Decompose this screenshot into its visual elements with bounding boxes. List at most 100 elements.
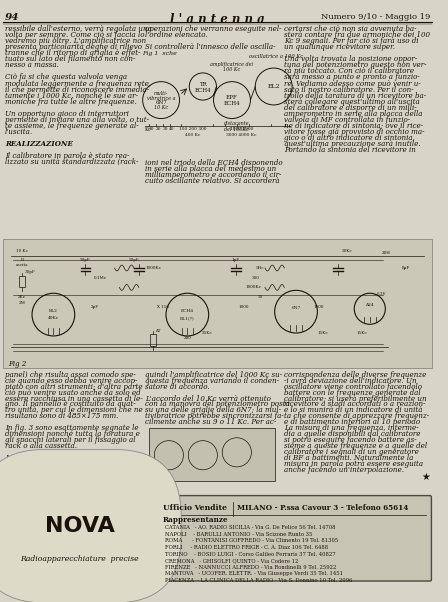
Text: vedremo più oltre. L'amplificatrice non: vedremo più oltre. L'amplificatrice non bbox=[5, 37, 146, 45]
Text: battere con le frequenze generate dal: battere con le frequenze generate dal bbox=[284, 389, 421, 397]
Text: milliamperometro e accordando il cir-: milliamperometro e accordando il cir- bbox=[145, 172, 281, 179]
Text: EL1(?): EL1(?) bbox=[180, 317, 194, 320]
Text: presenta particolarità degne di rilievo: presenta particolarità degne di rilievo bbox=[5, 43, 142, 51]
Text: Ufficio Vendite: Ufficio Vendite bbox=[163, 504, 227, 512]
Text: Rappresentanze: Rappresentanze bbox=[163, 517, 228, 524]
Text: 100 Kc: 100 Kc bbox=[224, 67, 241, 72]
Text: 400 Kc: 400 Kc bbox=[185, 132, 201, 137]
Text: 2Kc: 2Kc bbox=[18, 295, 26, 299]
Text: permette di inviare una alla volta, o tut-: permette di inviare una alla volta, o tu… bbox=[5, 116, 149, 123]
Text: valvola di MF controllata in funzio-: valvola di MF controllata in funzio- bbox=[284, 116, 410, 123]
Text: volta per sempre. Come ciò si faccia lo: volta per sempre. Come ciò si faccia lo bbox=[5, 31, 144, 39]
Text: tro unità, per cui le dimensioni che ne: tro unità, per cui le dimensioni che ne bbox=[5, 406, 142, 414]
Text: di BF a battimenti. Naturalmente la: di BF a battimenti. Naturalmente la bbox=[284, 454, 414, 462]
Text: CREMONA   - GHISOLFI QUINTO - Via Codere 12: CREMONA - GHISOLFI QUINTO - Via Codere 1… bbox=[165, 558, 298, 563]
Text: sato il nostro calibratore. Per il con-: sato il nostro calibratore. Per il con- bbox=[284, 85, 414, 93]
Text: lizzato su unità standardizzata (rack-: lizzato su unità standardizzata (rack- bbox=[5, 158, 138, 166]
Text: la disposizione delle varie parti per: la disposizione delle varie parti per bbox=[5, 460, 132, 468]
Text: FIRENZE   - NANNUCCI ALFREDO - Via Rondinelli 9 Tel. 25922: FIRENZE - NANNUCCI ALFREDO - Via Rondine… bbox=[165, 565, 336, 570]
Text: 5Hc: 5Hc bbox=[256, 266, 264, 270]
Text: oscillatore viene controllato facendolo: oscillatore viene controllato facendolo bbox=[284, 383, 422, 391]
Text: 0.1Mc: 0.1Mc bbox=[94, 276, 107, 280]
Text: 30pF: 30pF bbox=[25, 270, 35, 274]
Text: 50: 50 bbox=[258, 295, 263, 299]
Text: distacante: distacante bbox=[224, 122, 250, 126]
Text: cilmente anche su 9 o 11 Kc. Per ac-: cilmente anche su 9 o 11 Kc. Per ac- bbox=[145, 418, 276, 426]
Text: gno. Il pannello è costituito da quat-: gno. Il pannello è costituito da quat- bbox=[5, 400, 135, 409]
Text: anche facendo un'interpolazione.: anche facendo un'interpolazione. bbox=[284, 465, 405, 474]
Bar bbox=[151, 334, 156, 346]
Text: misura in parola potrà essere eseguita: misura in parola potrà essere eseguita bbox=[284, 460, 423, 468]
Text: A24: A24 bbox=[366, 303, 374, 307]
Text: del 100Kc: del 100Kc bbox=[224, 127, 249, 132]
Text: 50pF: 50pF bbox=[80, 258, 91, 262]
Text: 50Kc: 50Kc bbox=[342, 249, 353, 253]
Text: tuato sul lato del filamento non con-: tuato sul lato del filamento non con- bbox=[5, 55, 135, 63]
Text: tranne che il ritorno di griglia è effet-: tranne che il ritorno di griglia è effet… bbox=[5, 49, 140, 57]
Text: 10: 10 bbox=[149, 127, 154, 131]
Text: sieme a queste frequenze e a quelle del: sieme a queste frequenze e a quelle del bbox=[284, 442, 427, 450]
Text: satore di accordo.: satore di accordo. bbox=[145, 383, 209, 391]
Text: 1000: 1000 bbox=[313, 305, 323, 309]
Text: te assieme, le frequenze generate al-: te assieme, le frequenze generate al- bbox=[5, 122, 138, 129]
Text: quindi l'amplificatrice del 1000 Kc su-: quindi l'amplificatrice del 1000 Kc su- bbox=[145, 371, 282, 379]
Text: Fig 1  sche: Fig 1 sche bbox=[142, 51, 177, 55]
Bar bbox=[19, 276, 25, 287]
Text: modulata leggermente a frequenza rete,: modulata leggermente a frequenza rete, bbox=[5, 79, 151, 87]
Text: MANTOVA   - UCOFER. ELETTR. - Via Giuseppe Verdi 35 Tel. 1451: MANTOVA - UCOFER. ELETTR. - Via Giuseppe… bbox=[165, 571, 343, 576]
Text: si potrà eseguire facendo battere as-: si potrà eseguire facendo battere as- bbox=[284, 436, 417, 444]
Text: re. Vediamo adesso come può venir u-: re. Vediamo adesso come può venir u- bbox=[284, 79, 421, 87]
Text: certarsi che ciò non sia avvenuta ba-: certarsi che ciò non sia avvenuta ba- bbox=[284, 25, 417, 33]
Text: D
ascita: D ascita bbox=[16, 258, 29, 267]
Text: Ciò fa si che questa valvola venga: Ciò fa si che questa valvola venga bbox=[5, 73, 127, 81]
Text: 100 200 300: 100 200 300 bbox=[179, 127, 207, 131]
Text: e lo si munirà di un indicatore di unità: e lo si munirà di un indicatore di unità bbox=[284, 406, 423, 414]
Text: 10 Kc: 10 Kc bbox=[154, 105, 168, 110]
Text: PIACENZA  - LA CLINICA DELLA RADIO - Via S. Donnino 10 Tel. 2096: PIACENZA - LA CLINICA DELLA RADIO - Via … bbox=[165, 578, 353, 583]
Text: con la manovra del potenziometro posta: con la manovra del potenziometro posta bbox=[145, 400, 289, 409]
Text: Fig 2: Fig 2 bbox=[8, 360, 26, 368]
Text: La misura di una frequenza, interme-: La misura di una frequenza, interme- bbox=[284, 424, 419, 432]
Text: ★: ★ bbox=[421, 471, 430, 482]
Text: tamente i 1000 Kc, nonché le sue ar-: tamente i 1000 Kc, nonché le sue ar- bbox=[5, 92, 138, 99]
Text: 1000Kc: 1000Kc bbox=[145, 266, 161, 270]
Text: MESSA A PUNTO E IMPIEGO: MESSA A PUNTO E IMPIEGO bbox=[5, 483, 122, 491]
Text: vibratrice a: vibratrice a bbox=[147, 96, 175, 101]
Text: cui crediamo superfluo dilungarci su: cui crediamo superfluo dilungarci su bbox=[5, 465, 138, 474]
Text: l'uscita.: l'uscita. bbox=[5, 128, 33, 135]
Text: amperometro in serie alla placca della: amperometro in serie alla placca della bbox=[284, 110, 423, 117]
Text: 15Kc: 15Kc bbox=[318, 331, 328, 335]
Text: 10 Kc: 10 Kc bbox=[16, 249, 28, 253]
Text: ciò può venire usato anche da solo ed: ciò può venire usato anche da solo ed bbox=[5, 389, 141, 397]
Text: Kc: Kc bbox=[145, 127, 151, 132]
FancyBboxPatch shape bbox=[7, 499, 152, 577]
Text: del calibratore e disporre di un milli-: del calibratore e disporre di un milli- bbox=[284, 104, 417, 111]
Text: su una delle griglie della 6N7; la mul-: su una delle griglie della 6N7; la mul- bbox=[145, 406, 280, 414]
Text: dimensioni nonché tutta la foratura e: dimensioni nonché tutta la foratura e bbox=[5, 430, 140, 438]
Text: un qualunque ricevitore super.: un qualunque ricevitore super. bbox=[284, 43, 396, 51]
Text: REALIZZAZIONE: REALIZZAZIONE bbox=[5, 140, 73, 147]
Text: TR: TR bbox=[199, 82, 207, 87]
Text: FORLI     - RADIO ELETTRO FRIGR - C. A. Diaz 106 Tel. 6488: FORLI - RADIO ELETTRO FRIGR - C. A. Diaz… bbox=[165, 545, 328, 550]
Text: 6N7: 6N7 bbox=[155, 101, 167, 105]
Text: L'accordo del 10 Kc verrà ottenuto: L'accordo del 10 Kc verrà ottenuto bbox=[145, 394, 271, 403]
Text: sterà collegare quest'ultimo all'uscita: sterà collegare quest'ultimo all'uscita bbox=[284, 98, 420, 105]
Text: 94: 94 bbox=[5, 13, 19, 22]
Text: -i avrà deviazione dell'indicatore. Un: -i avrà deviazione dell'indicatore. Un bbox=[284, 377, 417, 385]
Text: questa frequenza variando il conden-: questa frequenza variando il conden- bbox=[145, 377, 279, 385]
Text: oscillatrice a 100 Kc: oscillatrice a 100 Kc bbox=[249, 54, 303, 60]
Text: piato con altri strumenti; d'altra parte: piato con altri strumenti; d'altra parte bbox=[5, 383, 142, 391]
Text: Una volta trovata la posizione oppor-: Una volta trovata la posizione oppor- bbox=[284, 55, 418, 63]
Text: l'ordine elencato.: l'ordine elencato. bbox=[145, 31, 207, 39]
Text: cuito oscillante relativo. Si accorderà: cuito oscillante relativo. Si accorderà bbox=[145, 178, 279, 185]
Text: NAPOLI    - BARULLI ANTONIO - Via Scizone Runto 35: NAPOLI - BARULLI ANTONIO - Via Scizone R… bbox=[165, 532, 312, 537]
Text: 3000 4000 Kc: 3000 4000 Kc bbox=[226, 132, 257, 137]
FancyBboxPatch shape bbox=[4, 495, 431, 581]
Text: cie quando esso debba venire accop-: cie quando esso debba venire accop- bbox=[5, 377, 137, 385]
Text: il che permette di riconoscere immedia-: il che permette di riconoscere immedia- bbox=[5, 85, 149, 93]
Text: 1000: 1000 bbox=[238, 305, 249, 309]
Text: quest'ultima precauzione sarà inutile.: quest'ultima precauzione sarà inutile. bbox=[284, 140, 421, 147]
Text: ta che consente di apprezzare frequenz-: ta che consente di apprezzare frequenz- bbox=[284, 412, 430, 420]
Text: risultano sono di 485×175 mm.: risultano sono di 485×175 mm. bbox=[5, 412, 118, 420]
Text: corrispondenza delle diverse frequenze: corrispondenza delle diverse frequenze bbox=[284, 371, 427, 379]
